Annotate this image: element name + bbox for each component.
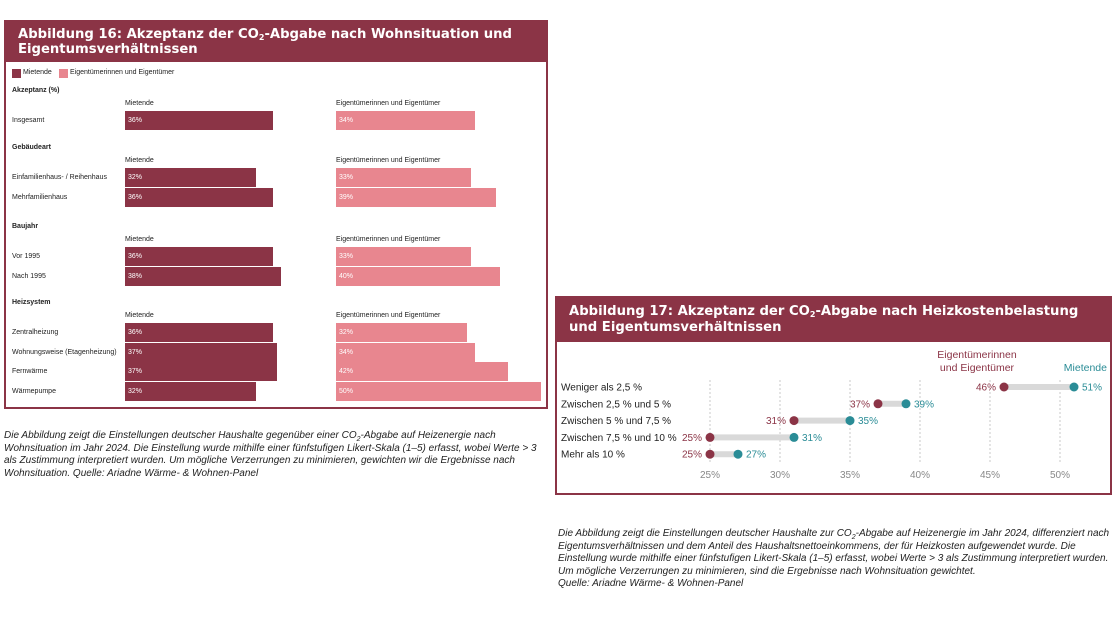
category-label: Zwischen 2,5 % und 5 % — [561, 399, 671, 410]
figure-16: Abbildung 16: Akzeptanz der CO2-Abgabe n… — [4, 20, 548, 409]
row-label: Einfamilienhaus- / Reihenhaus — [12, 174, 107, 181]
row-label: Zentralheizung — [12, 329, 59, 336]
title-subscript: 2 — [258, 33, 265, 42]
row-label: Nach 1995 — [12, 272, 46, 280]
x-tick-label: 30% — [770, 470, 790, 481]
bar-own: 33% — [336, 247, 472, 266]
value-label-owner: 31% — [766, 416, 786, 427]
column-header-rent: Mietende — [125, 157, 154, 164]
title-subscript: 2 — [809, 310, 816, 319]
category-label: Zwischen 5 % und 7,5 % — [561, 416, 671, 427]
dot-owner — [789, 416, 799, 426]
bar-own: 40% — [336, 266, 500, 286]
caption-text: Die Abbildung zeigt die Einstellungen de… — [558, 528, 852, 539]
column-header-rent: Mietende — [125, 236, 154, 243]
column-header-own: Eigentümerinnen und Eigentümer — [336, 236, 441, 243]
bar-rent: 32% — [125, 168, 257, 187]
x-tick-label: 35% — [840, 470, 860, 481]
dot-owner — [705, 432, 715, 442]
bar-rent: 37% — [125, 362, 277, 381]
column-header-own: Eigentümerinnen und Eigentümer — [336, 100, 441, 107]
legend-label-own: Eigentümerinnen und Eigentümer — [70, 69, 175, 76]
title-text: Abbildung 16: Akzeptanz der CO — [18, 27, 259, 42]
bar-rent: 36% — [125, 111, 273, 130]
legend-rent: Mietende — [1064, 362, 1107, 374]
value-label-owner: 25% — [682, 433, 702, 444]
category-label: Zwischen 7,5 % und 10 % — [561, 433, 677, 444]
column-header-rent: Mietende — [125, 312, 154, 319]
row-label: Wärmepumpe — [12, 387, 56, 395]
bar-rent: 32% — [125, 381, 257, 401]
caption-subscript: 2 — [851, 534, 856, 541]
figure-17-title: Abbildung 17: Akzeptanz der CO2-Abgabe n… — [557, 298, 1110, 342]
dot-renter — [733, 449, 743, 459]
section-title: Heizsystem — [12, 299, 51, 306]
value-label-renter: 35% — [858, 416, 878, 427]
dot-owner — [873, 399, 883, 409]
bar-own: 42% — [336, 362, 509, 381]
bar-rent: 36% — [125, 323, 273, 342]
bar-own: 50% — [336, 381, 541, 401]
row-label: Mehrfamilienhaus — [12, 193, 68, 201]
value-label-owner: 37% — [850, 399, 870, 410]
category-label: Mehr als 10 % — [561, 450, 625, 461]
dot-owner — [999, 382, 1009, 392]
x-tick-label: 50% — [1050, 470, 1070, 481]
column-header-rent: Mietende — [125, 100, 154, 107]
legend-swatch-rent — [12, 69, 21, 78]
bar-own: 39% — [336, 187, 496, 207]
figure-16-chart: Mietende Eigentümerinnen und Eigentümer Ak… — [6, 62, 546, 407]
figure-17-caption: Die Abbildung zeigt die Einstellungen de… — [558, 528, 1114, 591]
figure-17: Abbildung 17: Akzeptanz der CO2-Abgabe n… — [555, 296, 1112, 495]
caption-text-end: -Abgabe auf Heizenergie nach Wohnsituati… — [4, 430, 537, 479]
row-label: Insgesamt — [12, 117, 45, 124]
legend-own-line2: und Eigentümer — [940, 362, 1015, 374]
caption-subscript: 2 — [356, 436, 361, 443]
bar-own: 33% — [336, 168, 472, 187]
bar-own: 34% — [336, 111, 476, 130]
row-label: Wohnungsweise (Etagenheizung) — [12, 348, 117, 356]
row-label: Vor 1995 — [12, 253, 41, 260]
bar-rent: 37% — [125, 342, 277, 362]
category-label: Weniger als 2,5 % — [561, 383, 642, 394]
figure-16-title: Abbildung 16: Akzeptanz der CO2-Abgabe n… — [6, 22, 546, 62]
x-tick-label: 40% — [910, 470, 930, 481]
section-title: Baujahr — [12, 223, 39, 230]
dot-renter — [845, 416, 855, 426]
value-label-renter: 27% — [746, 450, 766, 461]
caption-text: Die Abbildung zeigt die Einstellungen de… — [4, 430, 357, 441]
section-title: Akzeptanz (%) — [12, 87, 60, 94]
title-text-end: -Abgabe nach Wohnsituation und Eigentums… — [18, 27, 512, 57]
value-label-renter: 39% — [914, 399, 934, 410]
dot-owner — [705, 449, 715, 459]
value-label-owner: 46% — [976, 383, 996, 394]
column-header-own: Eigentümerinnen und Eigentümer — [336, 157, 441, 164]
section-title: Gebäudeart — [12, 144, 51, 151]
value-label-renter: 51% — [1082, 383, 1102, 394]
x-tick-label: 25% — [700, 470, 720, 481]
figure-16-caption: Die Abbildung zeigt die Einstellungen de… — [4, 430, 549, 480]
column-header-own: Eigentümerinnen und Eigentümer — [336, 312, 441, 319]
legend-label-rent: Mietende — [23, 69, 52, 76]
x-tick-label: 45% — [980, 470, 1000, 481]
bar-own: 32% — [336, 323, 468, 342]
legend-own-line1: Eigentümerinnen — [937, 349, 1017, 361]
dot-renter — [789, 432, 799, 442]
title-text-end: -Abgabe nach Heizkostenbelastung und Eig… — [569, 304, 1079, 335]
row-label: Fernwärme — [12, 368, 48, 375]
bar-own: 34% — [336, 342, 476, 362]
title-text: Abbildung 17: Akzeptanz der CO — [569, 304, 810, 319]
caption-source: Quelle: Ariadne Wärme- & Wohnen-Panel — [558, 578, 744, 589]
caption-text-end: -Abgabe auf Heizenergie im Jahr 2024, di… — [558, 528, 1110, 577]
dot-renter — [1069, 382, 1079, 392]
bar-rent: 36% — [125, 247, 273, 266]
value-label-owner: 25% — [682, 450, 702, 461]
bar-rent: 38% — [125, 266, 281, 286]
bar-rent: 36% — [125, 187, 273, 207]
dot-renter — [901, 399, 911, 409]
value-label-renter: 31% — [802, 433, 822, 444]
legend-swatch-own — [59, 69, 68, 78]
